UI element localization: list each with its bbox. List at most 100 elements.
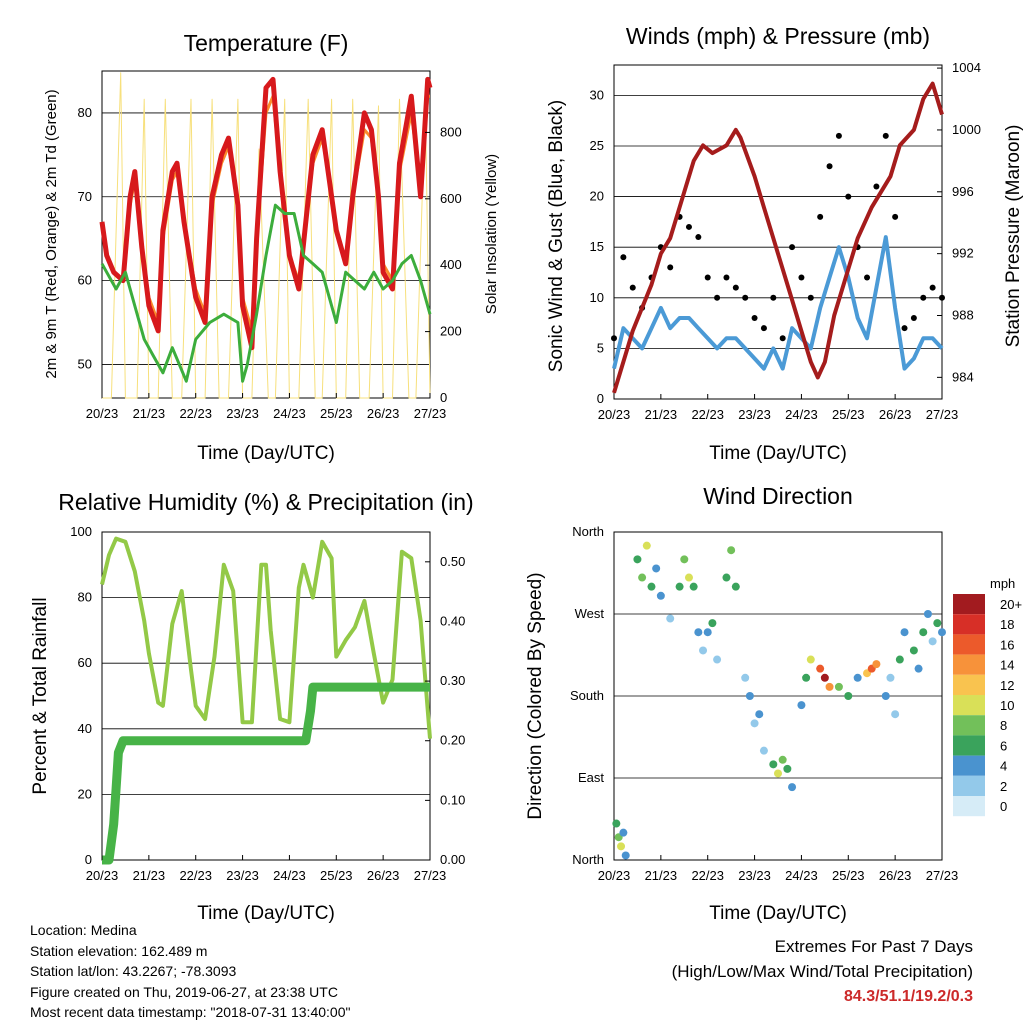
x-tick-label: 25/23: [832, 407, 865, 422]
gust-point: [845, 193, 852, 200]
y-tick-label: 15: [590, 239, 604, 254]
x-tick-label: 24/23: [273, 868, 306, 883]
legend-swatch: [953, 695, 985, 716]
y-right-tick-label: 996: [952, 184, 974, 199]
y-tick-label: 0: [85, 852, 92, 867]
direction-point: [919, 628, 928, 637]
y-right-tick-label: 600: [440, 191, 462, 206]
x-tick-label: 23/23: [738, 868, 771, 883]
direction-point: [914, 664, 923, 673]
chart-title: Wind Direction: [703, 483, 853, 509]
y-right-tick-label: 1004: [952, 60, 981, 75]
winds-panel: Winds (mph) & Pressure (mb) 20/23 21/23 22…: [546, 23, 1024, 464]
direction-point: [909, 646, 918, 655]
gust-point: [929, 284, 936, 291]
latlon-text: Station lat/lon: 43.2267; -78.3093: [30, 963, 237, 979]
x-axis-label: Time (Day/UTC): [709, 443, 847, 464]
gust-point: [817, 213, 824, 220]
x-tick-label: 23/23: [738, 407, 771, 422]
gust-point: [901, 325, 908, 332]
legend-label: 6: [1000, 738, 1007, 753]
y-axis-label: 2m & 9m T (Red, Orange) & 2m Td (Green): [43, 89, 60, 378]
x-tick-label: 25/23: [320, 868, 353, 883]
direction-point: [708, 619, 717, 628]
gust-point: [920, 294, 927, 301]
direction-point: [806, 655, 815, 664]
direction-point: [895, 655, 904, 664]
y-right-tick-label: 984: [952, 369, 974, 384]
x-tick-label: 26/23: [367, 406, 400, 421]
legend-swatch: [953, 594, 985, 615]
y-tick-label: 10: [590, 290, 604, 305]
direction-point: [684, 573, 693, 582]
temperature-panel: Temperature (F) 20/23 21/23 22/23 23/23 24/2…: [43, 30, 500, 464]
gust-point: [882, 132, 889, 139]
direction-point: [642, 541, 651, 550]
series-line-rain: [102, 682, 430, 865]
direction-point: [933, 619, 942, 628]
legend-label: 2: [1000, 779, 1007, 794]
y-tick-label: 70: [78, 189, 92, 204]
legend-label: 10: [1000, 698, 1014, 713]
y-tick-label: North: [572, 524, 604, 539]
y-tick-label: North: [572, 852, 604, 867]
y-tick-label: 80: [78, 105, 92, 120]
gust-point: [629, 284, 636, 291]
gust-point: [910, 315, 917, 322]
direction-point: [891, 710, 900, 719]
gust-point: [798, 274, 805, 281]
legend-swatch: [953, 715, 985, 736]
direction-point: [666, 614, 675, 623]
created-text: Figure created on Thu, 2019-06-27, at 23…: [30, 983, 338, 1000]
y-axis-label: Percent & Total Rainfall: [30, 597, 51, 794]
wind-direction-panel: Wind Direction 20/23 21/23 22/23 23/23 24/23…: [525, 483, 1022, 924]
extremes-subtitle: (High/Low/Max Wind/Total Precipitation): [671, 962, 973, 981]
direction-point: [652, 564, 661, 573]
y-tick-label: 20: [78, 786, 92, 801]
direction-point: [619, 828, 628, 837]
extremes-box: Extremes For Past 7 Days (High/Low/Max W…: [672, 934, 973, 1009]
direction-point: [834, 682, 843, 691]
recent-timestamp-text: Most recent data timestamp: "2018-07-31 …: [30, 1004, 351, 1020]
gust-point: [620, 254, 627, 261]
gust-point: [732, 284, 739, 291]
series-line-2m-td: [100, 203, 432, 383]
direction-point: [633, 555, 642, 564]
x-tick-label: 25/23: [832, 868, 865, 883]
direction-point: [769, 760, 778, 769]
x-tick-label: 22/23: [179, 406, 212, 421]
legend-swatch: [953, 634, 985, 655]
x-tick-label: 26/23: [367, 868, 400, 883]
direction-point: [928, 637, 937, 646]
x-tick-label: 22/23: [691, 407, 724, 422]
y-tick-label: 40: [78, 721, 92, 736]
direction-point: [881, 692, 890, 700]
y-axis-label: Direction (Colored By Speed): [525, 572, 546, 819]
direction-point: [797, 701, 806, 710]
direction-point: [923, 610, 932, 618]
x-tick-label: 21/23: [645, 407, 678, 422]
chart-title: Temperature (F): [184, 30, 349, 56]
series-line-rh: [100, 536, 432, 739]
direction-point: [680, 555, 689, 564]
legend-label: 18: [1000, 617, 1014, 632]
y-right-tick-label: 0.30: [440, 673, 465, 688]
direction-point: [816, 664, 825, 673]
y-right-tick-label: 800: [440, 124, 462, 139]
x-tick-label: 23/23: [226, 868, 259, 883]
x-tick-label: 21/23: [645, 868, 678, 883]
legend-label: 4: [1000, 759, 1007, 774]
y-tick-label: 60: [78, 655, 92, 670]
x-tick-label: 23/23: [226, 406, 259, 421]
direction-point: [713, 655, 722, 664]
x-tick-label: 27/23: [414, 868, 447, 883]
legend-label: 12: [1000, 678, 1014, 693]
direction-point: [774, 769, 782, 778]
direction-point: [727, 546, 736, 555]
x-axis-label: Time (Day/UTC): [197, 903, 335, 924]
gust-point: [807, 294, 814, 301]
series-line-wind: [612, 235, 944, 371]
gust-point: [704, 274, 711, 281]
x-axis-label: Time (Day/UTC): [709, 903, 847, 924]
